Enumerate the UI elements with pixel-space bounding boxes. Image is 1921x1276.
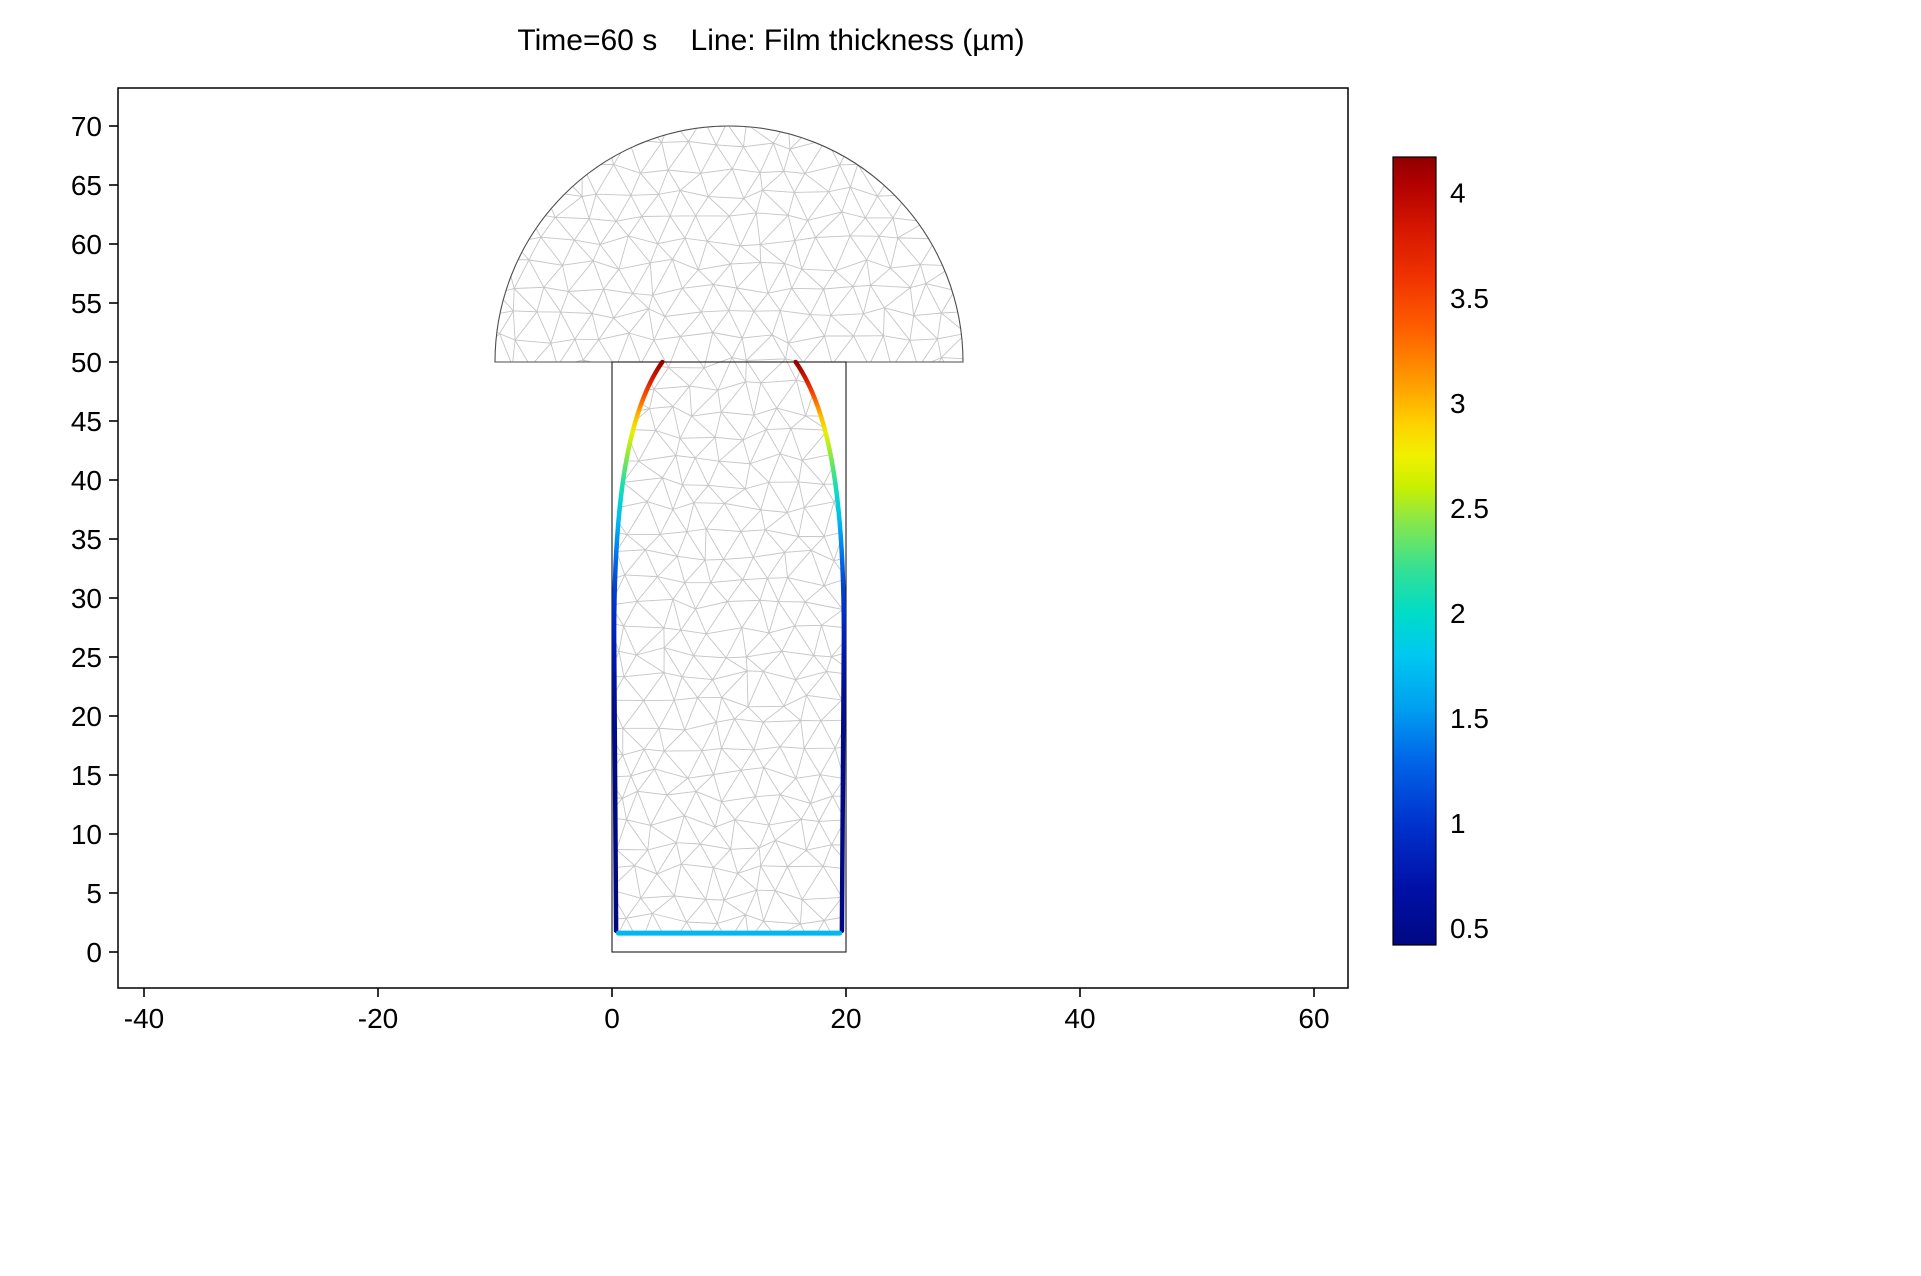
colorbar-tick-label: 1.5	[1450, 703, 1489, 734]
colorbar-tick-label: 0.5	[1450, 913, 1489, 944]
colorbar-tick-label: 2.5	[1450, 493, 1489, 524]
y-tick-label: 35	[71, 524, 102, 555]
x-tick-label: 40	[1064, 1003, 1095, 1034]
y-tick-label: 65	[71, 170, 102, 201]
x-tick-label: -40	[124, 1003, 164, 1034]
y-tick-label: 30	[71, 583, 102, 614]
y-tick-label: 70	[71, 111, 102, 142]
y-tick-label: 60	[71, 229, 102, 260]
colorbar-tick-label: 1	[1450, 808, 1466, 839]
colorbar-tick-label: 4	[1450, 178, 1466, 209]
film-thickness-line-right	[793, 359, 847, 934]
film-thickness-line-left	[611, 359, 665, 934]
y-tick-label: 0	[86, 937, 102, 968]
plot-title: Time=60 s Line: Film thickness (µm)	[517, 24, 1025, 57]
colorbar-tick-label: 3	[1450, 388, 1466, 419]
film-thickness-lines	[611, 359, 847, 936]
x-tick-label: -20	[358, 1003, 398, 1034]
plot-frame-border	[117, 87, 1349, 989]
y-tick-label: 20	[71, 701, 102, 732]
y-tick-label: 55	[71, 288, 102, 319]
colorbar-gradient	[1392, 156, 1437, 946]
undeformed-outline	[611, 361, 847, 953]
y-tick-label: 5	[86, 878, 102, 909]
x-tick-label: 20	[830, 1003, 861, 1034]
y-tick-label: 15	[71, 760, 102, 791]
y-tick-label: 10	[71, 819, 102, 850]
colorbar-tick-label: 2	[1450, 598, 1466, 629]
y-tick-label: 25	[71, 642, 102, 673]
x-tick-label: 0	[604, 1003, 620, 1034]
y-tick-label: 40	[71, 465, 102, 496]
colorbar: 0.5 1 1.5 2 2.5 3 3.5 4	[1392, 156, 1489, 946]
plot-frame	[117, 87, 1349, 989]
y-tick-label: 50	[71, 347, 102, 378]
axes: -40 -20 0 20 40 60 0 5 10 15 20 25 30 35 40 45 50 55 60 65 7…	[71, 111, 1330, 1034]
x-tick-label: 60	[1298, 1003, 1329, 1034]
colorbar-tick-label: 3.5	[1450, 283, 1489, 314]
y-tick-label: 45	[71, 406, 102, 437]
